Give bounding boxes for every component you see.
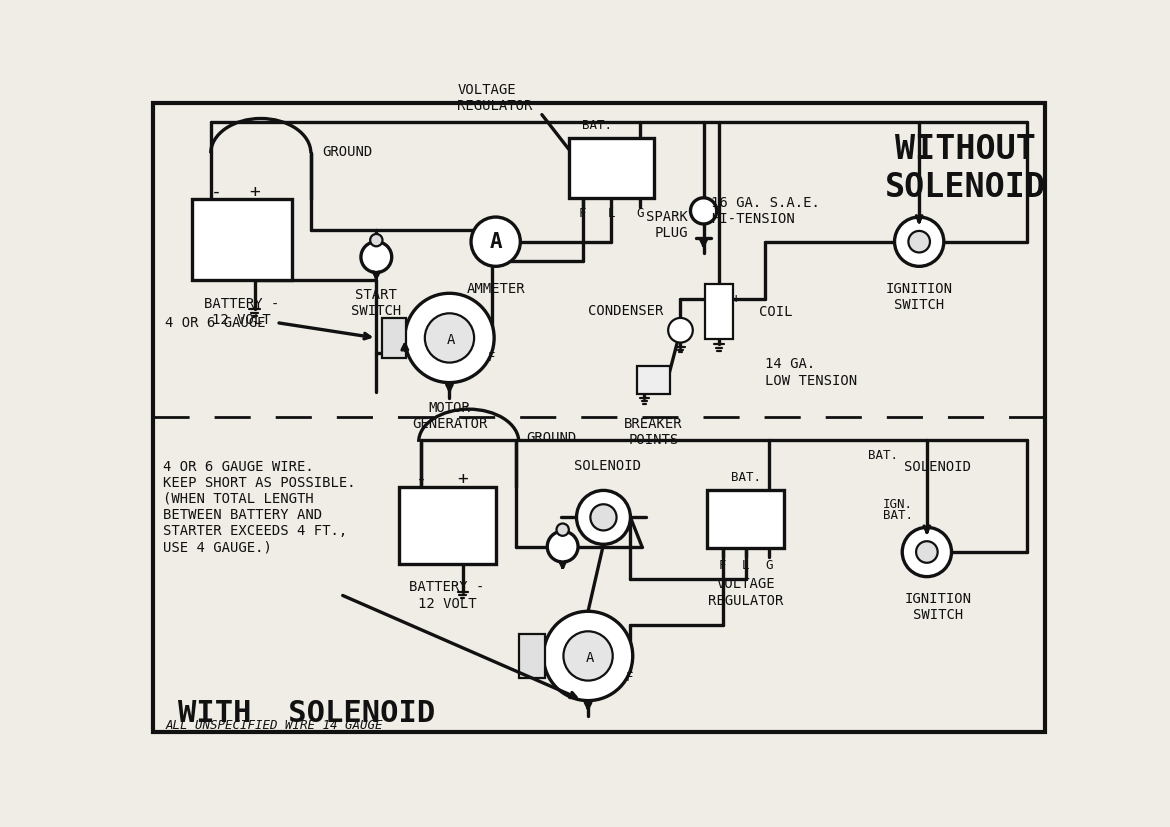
Text: 4 OR 6 GAUGE: 4 OR 6 GAUGE [165,316,266,329]
Circle shape [425,313,474,362]
Text: VOLTAGE
REGULATOR: VOLTAGE REGULATOR [457,83,532,112]
Circle shape [690,198,717,224]
Text: IGNITION
SWITCH: IGNITION SWITCH [886,282,952,312]
Bar [569,138,654,198]
Text: SOLENOID: SOLENOID [903,461,971,475]
Text: +: + [249,183,260,201]
Text: -: - [415,470,426,488]
Circle shape [916,541,937,563]
Text: BAT.: BAT. [731,471,760,485]
Text: BREAKER
POINTS: BREAKER POINTS [625,418,683,447]
Text: 14 GA.
LOW TENSION: 14 GA. LOW TENSION [765,357,858,388]
Bar [636,366,670,394]
Text: MOTOR
GENERATOR: MOTOR GENERATOR [412,401,487,431]
Circle shape [895,217,944,266]
Circle shape [564,631,613,681]
Text: -: - [211,183,221,201]
Text: WITHOUT
SOLENOID: WITHOUT SOLENOID [885,133,1046,204]
Circle shape [577,490,631,544]
Text: SPARK
PLUG: SPARK PLUG [646,210,688,240]
Bar [381,318,406,358]
Text: G: G [765,558,772,571]
Text: START
SWITCH: START SWITCH [351,288,401,318]
Bar [706,284,732,339]
Bar [518,634,545,677]
Text: A: A [489,232,502,251]
Text: L: L [742,558,750,571]
Text: BATTERY -
12 VOLT: BATTERY - 12 VOLT [204,297,280,327]
Text: BATTERY -
12 VOLT: BATTERY - 12 VOLT [410,581,484,610]
Text: -: - [695,293,703,307]
Text: WITH  SOLENOID: WITH SOLENOID [178,699,435,729]
Text: BAT.: BAT. [581,118,612,131]
Text: AMMETER: AMMETER [467,282,525,296]
Text: IGNITION
SWITCH: IGNITION SWITCH [904,592,972,622]
Text: +: + [731,293,741,307]
Circle shape [472,217,521,266]
Text: F: F [720,558,727,571]
Circle shape [668,318,693,342]
Text: VOLTAGE
REGULATOR: VOLTAGE REGULATOR [708,577,784,608]
Text: ALL UNSPECIFIED WIRE 14 GAUGE: ALL UNSPECIFIED WIRE 14 GAUGE [166,719,384,732]
Text: G: G [636,207,644,220]
Text: GROUND: GROUND [526,431,577,445]
Text: 16 GA. S.A.E.
HI-TENSION: 16 GA. S.A.E. HI-TENSION [711,196,820,226]
Bar [192,199,291,280]
Text: IGN.: IGN. [883,498,913,511]
Text: F: F [579,207,586,220]
Circle shape [405,294,494,383]
Text: GROUND: GROUND [323,145,373,159]
Text: +: + [457,470,468,488]
Text: 4 OR 6 GAUGE WIRE.
KEEP SHORT AS POSSIBLE.
(WHEN TOTAL LENGTH
BETWEEN BATTERY AN: 4 OR 6 GAUGE WIRE. KEEP SHORT AS POSSIBL… [163,460,356,555]
Text: BAT.: BAT. [883,509,913,522]
Text: SOLENOID: SOLENOID [573,459,641,473]
Bar [708,490,784,548]
Circle shape [548,531,578,562]
Circle shape [543,611,633,700]
Circle shape [591,504,617,530]
Text: F: F [626,671,633,684]
Text: A: A [447,333,455,347]
Text: A: A [585,651,594,665]
Text: BAT.: BAT. [868,449,897,462]
Circle shape [908,231,930,252]
Circle shape [557,523,569,536]
Circle shape [370,234,383,246]
Text: F: F [488,351,495,365]
Text: CONDENSER: CONDENSER [589,304,663,318]
Text: L: L [607,207,615,220]
Bar [399,486,496,563]
Text: COIL: COIL [759,305,792,318]
Circle shape [360,241,392,272]
Circle shape [902,528,951,576]
